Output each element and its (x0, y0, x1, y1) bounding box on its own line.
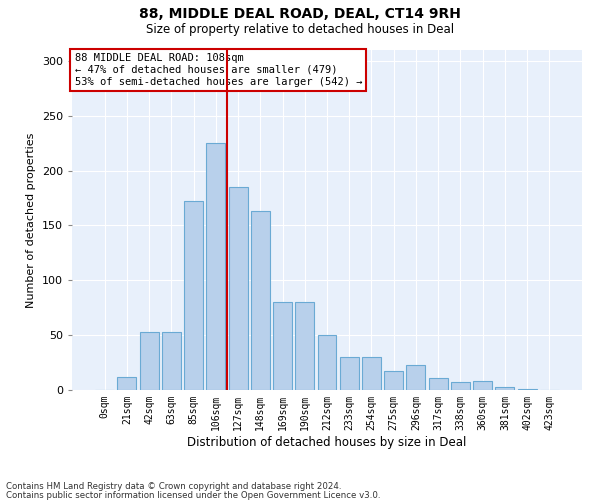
Text: 88 MIDDLE DEAL ROAD: 108sqm
← 47% of detached houses are smaller (479)
53% of se: 88 MIDDLE DEAL ROAD: 108sqm ← 47% of det… (74, 54, 362, 86)
Text: Contains HM Land Registry data © Crown copyright and database right 2024.: Contains HM Land Registry data © Crown c… (6, 482, 341, 491)
Bar (273, 302, 292, 390)
Bar (384, 372, 403, 390)
Bar (317, 335, 337, 390)
Bar (229, 187, 248, 390)
Bar (362, 357, 381, 390)
Bar (429, 378, 448, 390)
Bar (473, 381, 492, 390)
Bar (140, 332, 158, 390)
Bar (295, 302, 314, 390)
Text: Size of property relative to detached houses in Deal: Size of property relative to detached ho… (146, 22, 454, 36)
Bar (162, 332, 181, 390)
Bar (496, 386, 514, 390)
Y-axis label: Number of detached properties: Number of detached properties (26, 132, 36, 308)
Bar (184, 202, 203, 390)
Bar (340, 357, 359, 390)
X-axis label: Distribution of detached houses by size in Deal: Distribution of detached houses by size … (187, 436, 467, 448)
Text: Contains public sector information licensed under the Open Government Licence v3: Contains public sector information licen… (6, 490, 380, 500)
Bar (118, 377, 136, 390)
Bar (518, 389, 536, 390)
Text: 88, MIDDLE DEAL ROAD, DEAL, CT14 9RH: 88, MIDDLE DEAL ROAD, DEAL, CT14 9RH (139, 8, 461, 22)
Bar (406, 365, 425, 390)
Bar (451, 382, 470, 390)
Bar (251, 211, 270, 390)
Bar (206, 143, 225, 390)
